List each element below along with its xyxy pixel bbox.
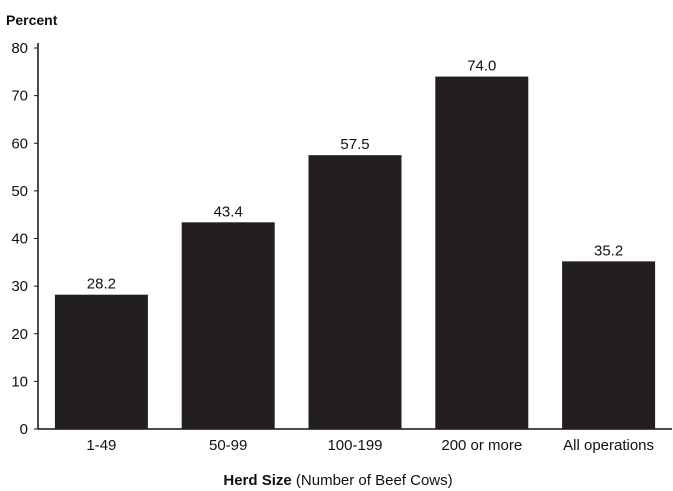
- y-tick-label: 60: [11, 135, 28, 152]
- y-tick-label: 70: [11, 88, 28, 105]
- y-tick-label: 20: [11, 326, 28, 343]
- bar-value-label: 35.2: [594, 242, 623, 259]
- x-tick-label: 100-199: [327, 437, 382, 454]
- bar-value-label: 28.2: [87, 276, 116, 293]
- bars: 28.2 43.4 57.5 74.0 35.2: [54, 58, 656, 429]
- y-axis: 0 10 20 30 40 50 60 70 80: [11, 40, 38, 438]
- x-tick-label: 50-99: [209, 437, 247, 454]
- x-axis-title: Herd Size (Number of Beef Cows): [223, 472, 452, 489]
- bar: [308, 155, 402, 429]
- x-tick-label: 1-49: [86, 437, 116, 454]
- bar: [435, 76, 529, 429]
- y-tick-label: 80: [11, 40, 28, 57]
- y-tick-label: 10: [11, 373, 28, 390]
- y-axis-label: Percent: [6, 12, 58, 28]
- bar-value-label: 43.4: [214, 203, 243, 220]
- y-tick-label: 30: [11, 278, 28, 295]
- x-axis-title-rest: (Number of Beef Cows): [292, 472, 453, 489]
- y-tick-label: 0: [20, 421, 28, 438]
- bar: [181, 222, 275, 429]
- bar-value-label: 74.0: [467, 58, 496, 75]
- bar: [562, 261, 656, 429]
- x-axis: 1-49 50-99 100-199 200 or more All operation…: [86, 437, 654, 454]
- bar: [54, 294, 148, 429]
- x-tick-label: All operations: [563, 437, 654, 454]
- x-tick-label: 200 or more: [441, 437, 522, 454]
- y-tick-label: 40: [11, 231, 28, 248]
- x-axis-title-bold: Herd Size: [223, 472, 291, 489]
- y-tick-label: 50: [11, 183, 28, 200]
- bar-value-label: 57.5: [340, 136, 369, 153]
